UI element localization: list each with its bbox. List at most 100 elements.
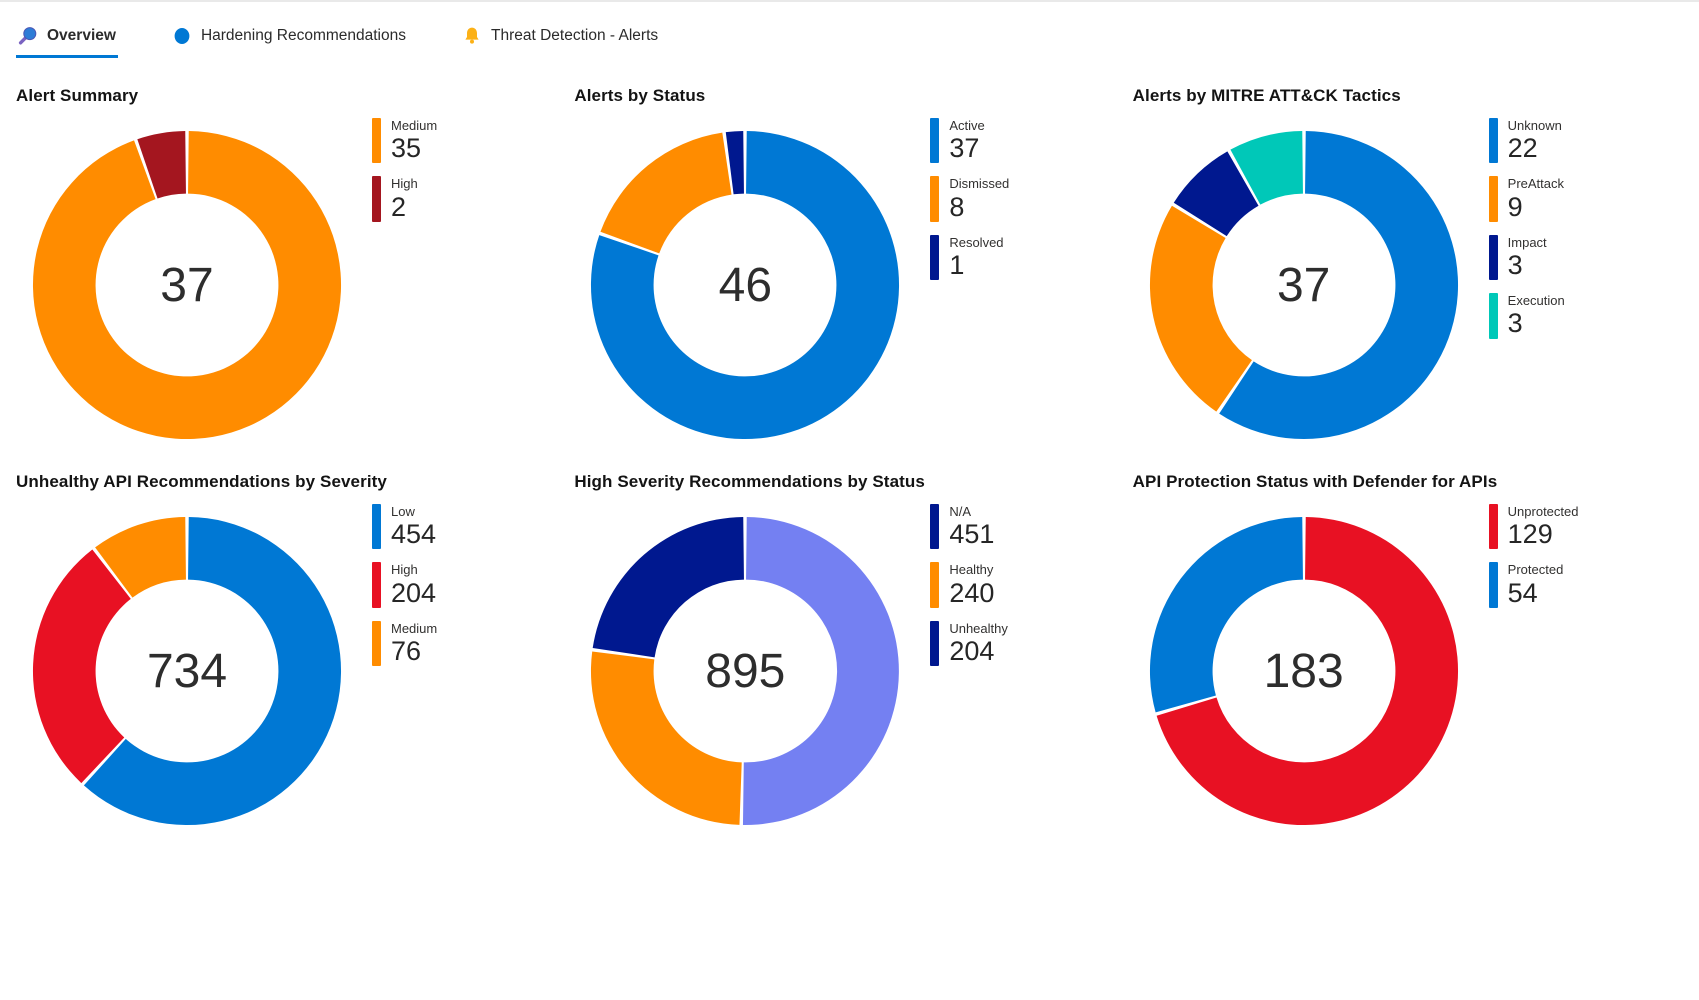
chart-body: 895 N/A 451 Healthy 240 Unhealthy 204 — [574, 498, 1132, 830]
legend-value: 1 — [949, 250, 965, 281]
legend-item-low: Low 454 — [372, 504, 437, 550]
legend-label: Unknown — [1507, 118, 1562, 133]
legend-color-chip — [372, 620, 381, 667]
tab-label: Overview — [47, 27, 116, 44]
chart-title: API Protection Status with Defender for … — [1132, 472, 1498, 491]
chart-title: Alert Summary — [16, 86, 139, 105]
legend-item-unprotected: Unprotected 129 — [1488, 504, 1579, 550]
legend-color-chip — [1488, 562, 1498, 608]
legend-value: 240 — [949, 577, 995, 608]
legend-color-chip — [372, 562, 381, 608]
top-divider — [0, 0, 1699, 2]
chart-body: 183 Unprotected 129 Protected 54 — [1133, 498, 1691, 830]
legend-label: Protected — [1507, 562, 1564, 578]
donut-slice-resolved[interactable] — [726, 130, 745, 195]
legend-color-chip — [1488, 234, 1498, 281]
legend: Active 37 Dismissed 8 Resolved 1 — [930, 118, 1010, 281]
legend-item-unhealthy: Unhealthy 204 — [930, 620, 1008, 667]
legend-text: High 2 — [391, 176, 418, 221]
card-api-protection-status: API Protection Status with Defender for … — [1133, 444, 1691, 830]
legend-color-chip — [372, 504, 381, 550]
legend-text: Healthy 240 — [949, 562, 994, 607]
legend-text: High 204 — [391, 562, 436, 607]
tab-bar: Overview Hardening Recommendations Threat … — [0, 2, 1699, 58]
donut-slice-protected[interactable] — [1149, 516, 1303, 713]
card-alerts-by-status: Alerts by Status 46 Active 37 Dismissed 8 Reso… — [574, 58, 1132, 444]
legend-text: Unhealthy 204 — [949, 621, 1008, 666]
legend-item-protected: Protected 54 — [1488, 562, 1579, 608]
donut-slice-dismissed[interactable] — [600, 132, 732, 254]
legend-value: 22 — [1507, 133, 1538, 164]
legend-color-chip — [1488, 293, 1498, 339]
legend-label: Active — [949, 118, 985, 133]
donut-slice-low[interactable] — [83, 516, 342, 826]
charts-grid: Alert Summary 37 Medium 35 High 2 Alerts by S… — [16, 58, 1691, 830]
card-alerts-by-mitre-tactics: Alerts by MITRE ATT&CK Tactics 37 Unknown 2… — [1133, 58, 1691, 444]
legend-color-chip — [372, 176, 381, 222]
legend-value: 204 — [949, 636, 995, 667]
donut-slice-n-a[interactable] — [743, 516, 900, 826]
donut-slice-healthy[interactable] — [591, 651, 743, 825]
card-high-severity-recommendations: High Severity Recommendations by Status 8… — [574, 444, 1132, 830]
legend-item-healthy: Healthy 240 — [930, 562, 1008, 608]
donut-slice-medium[interactable] — [95, 516, 186, 598]
legend: N/A 451 Healthy 240 Unhealthy 204 — [930, 504, 1008, 667]
donut-slice-high[interactable] — [137, 130, 186, 199]
chart-title: Unhealthy API Recommendations by Severit… — [16, 472, 387, 491]
legend-text: Impact 3 — [1508, 235, 1547, 280]
legend-color-chip — [1488, 176, 1498, 222]
legend-item-preattack: PreAttack 9 — [1488, 176, 1565, 222]
legend-item-execution: Execution 3 — [1488, 293, 1565, 339]
legend-value: 35 — [391, 133, 422, 164]
legend-label: Medium — [391, 118, 438, 133]
legend-text: Active 37 — [949, 118, 984, 163]
donut-slice-impact[interactable] — [1173, 151, 1259, 237]
legend-text: Unknown 22 — [1508, 118, 1562, 163]
legend-color-chip — [930, 504, 940, 550]
legend-value: 204 — [391, 577, 437, 608]
legend-item-unknown: Unknown 22 — [1488, 118, 1565, 164]
donut-chart: 37 — [28, 126, 346, 444]
circle-icon — [172, 26, 192, 46]
legend-label: Low — [391, 504, 415, 519]
legend-text: PreAttack 9 — [1508, 176, 1564, 221]
donut-slice-high[interactable] — [32, 549, 131, 784]
tab-overview[interactable]: Overview — [16, 22, 118, 58]
donut-chart: 37 — [1145, 126, 1463, 444]
legend-item-high: High 204 — [372, 562, 437, 608]
donut-slice-unhealthy[interactable] — [593, 516, 745, 658]
legend-color-chip — [930, 562, 940, 608]
chart-body: 37 Unknown 22 PreAttack 9 Impact 3 Execution 3 — [1133, 112, 1691, 444]
donut-slice-execution[interactable] — [1230, 130, 1303, 205]
legend-value: 2 — [391, 191, 407, 222]
legend-label: Medium — [391, 620, 438, 636]
legend-color-chip — [930, 118, 940, 164]
legend-value: 9 — [1507, 191, 1523, 222]
donut-slice-medium[interactable] — [32, 130, 342, 440]
legend-label: High — [391, 176, 418, 192]
legend-label: N/A — [949, 504, 971, 519]
donut-slice-active[interactable] — [591, 130, 900, 440]
donut-slice-unknown[interactable] — [1218, 130, 1458, 440]
tab-hardening-recommendations[interactable]: Hardening Recommendations — [170, 22, 408, 58]
legend-text: Resolved 1 — [949, 235, 1003, 280]
chart-body: 734 Low 454 High 204 Medium 76 — [16, 498, 574, 830]
legend-value: 454 — [391, 519, 437, 550]
bell-icon — [462, 26, 482, 46]
legend-label: Execution — [1507, 293, 1565, 309]
legend-text: Unprotected 129 — [1508, 504, 1579, 549]
chart-title: High Severity Recommendations by Status — [574, 472, 925, 491]
donut-slice-unprotected[interactable] — [1156, 516, 1458, 826]
legend-color-chip — [930, 234, 940, 281]
tab-threat-detection-alerts[interactable]: Threat Detection - Alerts — [460, 22, 660, 58]
legend-item-active: Active 37 — [930, 118, 1009, 164]
legend-item-medium: Medium 35 — [372, 118, 438, 164]
legend-text: Protected 54 — [1508, 562, 1564, 607]
legend-label: Dismissed — [949, 176, 1010, 192]
legend-item-dismissed: Dismissed 8 — [930, 176, 1010, 222]
legend-color-chip — [930, 620, 940, 667]
legend-label: Healthy — [949, 562, 994, 578]
chart-body: 37 Medium 35 High 2 — [16, 112, 574, 444]
legend-value: 76 — [391, 636, 422, 667]
donut-slice-preattack[interactable] — [1149, 205, 1252, 412]
